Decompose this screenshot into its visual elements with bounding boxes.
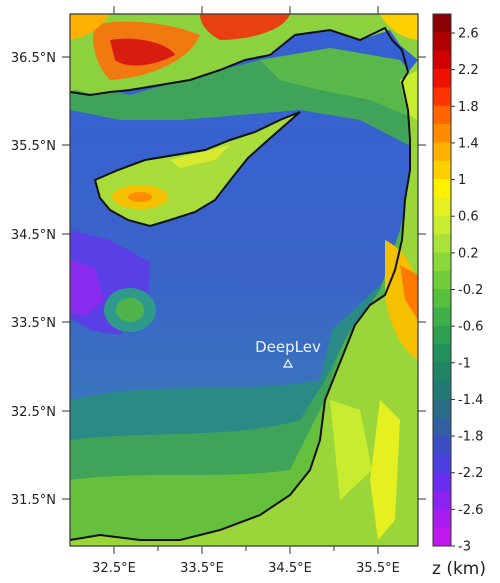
taurus-peak-west: [110, 38, 175, 66]
colorbar-step: [433, 124, 451, 143]
land-levant-egypt: [70, 60, 418, 546]
map-frame: [69, 13, 419, 547]
colorbar-tick-label: 1.8: [458, 100, 479, 115]
colorbar-step: [433, 215, 451, 235]
colorbar-step: [433, 160, 451, 180]
colorbar-step: [433, 435, 451, 455]
lat-label-1: 36.5°N: [11, 51, 56, 66]
colorbar-step: [433, 527, 451, 547]
lon-label-2: 33.5°E: [180, 561, 224, 576]
colorbar-tick-label: 1: [458, 173, 466, 188]
colorbar-step: [433, 417, 451, 437]
judean-hills: [370, 400, 400, 540]
seamount-top: [116, 298, 144, 322]
troodos-peak: [128, 192, 152, 202]
lon-label-4: 35.5°E: [356, 561, 400, 576]
colorbar: [433, 14, 451, 547]
highland-ne: [380, 14, 418, 40]
colorbar-tick-label: -1.4: [458, 393, 483, 408]
colorbar-step: [433, 179, 451, 198]
colorbar-step: [433, 362, 451, 382]
kyrenia-range: [170, 145, 230, 168]
deeplev-triangle-icon: [282, 358, 294, 368]
colorbar-tick-label: -1.8: [458, 430, 483, 445]
map-area: [70, 14, 418, 546]
colorbar-step: [433, 307, 451, 327]
colorbar-unit: z (km): [432, 559, 486, 579]
colorbar-step: [433, 270, 451, 290]
mainland-coastline: [70, 26, 411, 541]
colorbar-step: [433, 454, 451, 474]
lebanon-peak: [400, 265, 418, 320]
colorbar-tick-label: -1: [458, 356, 471, 371]
north-shelf: [260, 48, 418, 120]
colorbar-step: [433, 490, 451, 510]
colorbar-tick-label: 2.2: [458, 63, 479, 78]
colorbar-step: [433, 50, 451, 70]
colorbar-tick-label: 1.4: [458, 136, 479, 151]
colorbar-tick-label: -0.2: [458, 283, 483, 298]
nw-syria-upland: [400, 70, 418, 120]
colorbar-step: [433, 105, 451, 125]
colorbar-step: [433, 252, 451, 272]
cyprus-coastline: [93, 111, 301, 228]
colorbar-tick-label: -2.6: [458, 503, 483, 518]
lat-label-6: 31.5°N: [11, 493, 56, 508]
deeplev-label: DeepLev: [255, 338, 321, 356]
colorbar-frame: [432, 13, 452, 547]
deepest-zone: [70, 260, 104, 316]
colorbar-tick-label: -0.6: [458, 320, 483, 335]
colorbar-step: [433, 509, 451, 529]
colorbar-tick-label: 0.2: [458, 246, 479, 261]
colorbar-tick-label: -3: [458, 540, 471, 555]
colorbar-step: [433, 344, 451, 364]
lat-tick-marks: [62, 56, 426, 500]
colorbar-step: [433, 325, 451, 345]
lat-label-4: 33.5°N: [11, 316, 56, 331]
lon-label-3: 34.5°E: [268, 561, 312, 576]
lon-label-1: 32.5°E: [92, 561, 136, 576]
lat-label-2: 35.5°N: [11, 139, 56, 154]
colorbar-tick-label: 0.6: [458, 210, 479, 225]
colorbar-step: [433, 399, 451, 419]
taurus-high-central: [200, 14, 290, 40]
colorbar-step: [433, 380, 451, 400]
colorbar-step: [433, 32, 451, 52]
colorbar-step: [433, 289, 451, 309]
lebanon-mountains: [385, 240, 418, 360]
colorbar-step: [433, 197, 451, 217]
lat-label-3: 34.5°N: [11, 228, 56, 243]
colorbar-step: [433, 69, 451, 88]
colorbar-labels: 2.6 2.2 1.8 1.4 1 0.6 0.2 -0.2 -0.6 -1 -1.4 -1.8 -2.…: [451, 27, 483, 555]
colorbar-tick-label: -2.2: [458, 466, 483, 481]
colorbar-step: [433, 234, 451, 253]
lat-label-5: 32.5°N: [11, 405, 56, 420]
highland-nw: [70, 14, 110, 40]
colorbar-step: [433, 142, 451, 162]
negev-upland: [330, 400, 372, 500]
colorbar-step: [433, 87, 451, 107]
colorbar-tick-label: 2.6: [458, 27, 479, 42]
colorbar-step: [433, 14, 451, 33]
colorbar-step: [433, 472, 451, 492]
lon-tick-marks: [113, 6, 379, 554]
